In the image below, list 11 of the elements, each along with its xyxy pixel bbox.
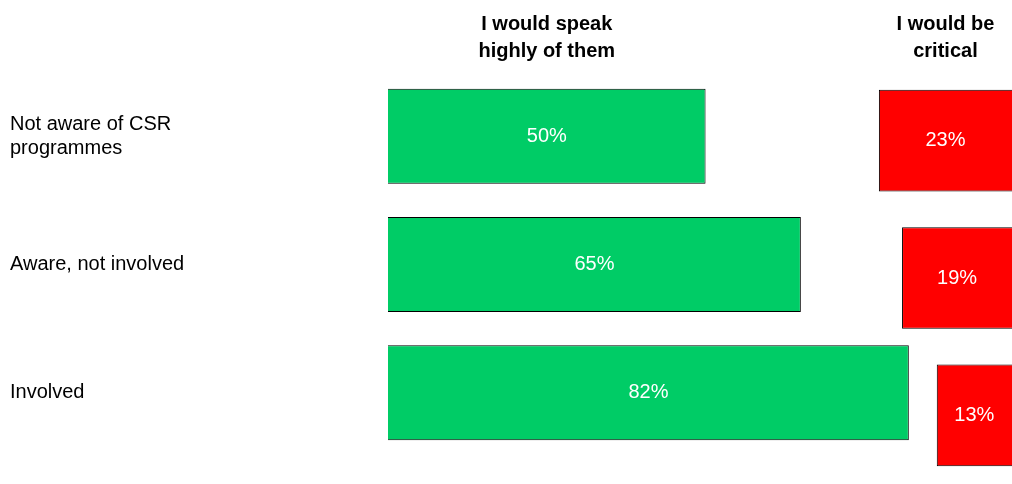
y-tick-label: Involved	[10, 380, 85, 403]
data-label: 65%	[574, 252, 615, 275]
data-label: 82%	[628, 380, 669, 403]
data-label: 50%	[526, 123, 568, 146]
series-label: I would be critical	[896, 11, 995, 61]
series-label: I would speak highly of them	[478, 11, 616, 61]
data-label: 23%	[925, 128, 966, 151]
y-tick-label: Not aware of CSR programmes	[10, 111, 172, 158]
y-tick-label: Aware, not involved	[10, 252, 185, 275]
data-label: 19%	[937, 265, 978, 288]
data-label: 13%	[954, 402, 995, 425]
